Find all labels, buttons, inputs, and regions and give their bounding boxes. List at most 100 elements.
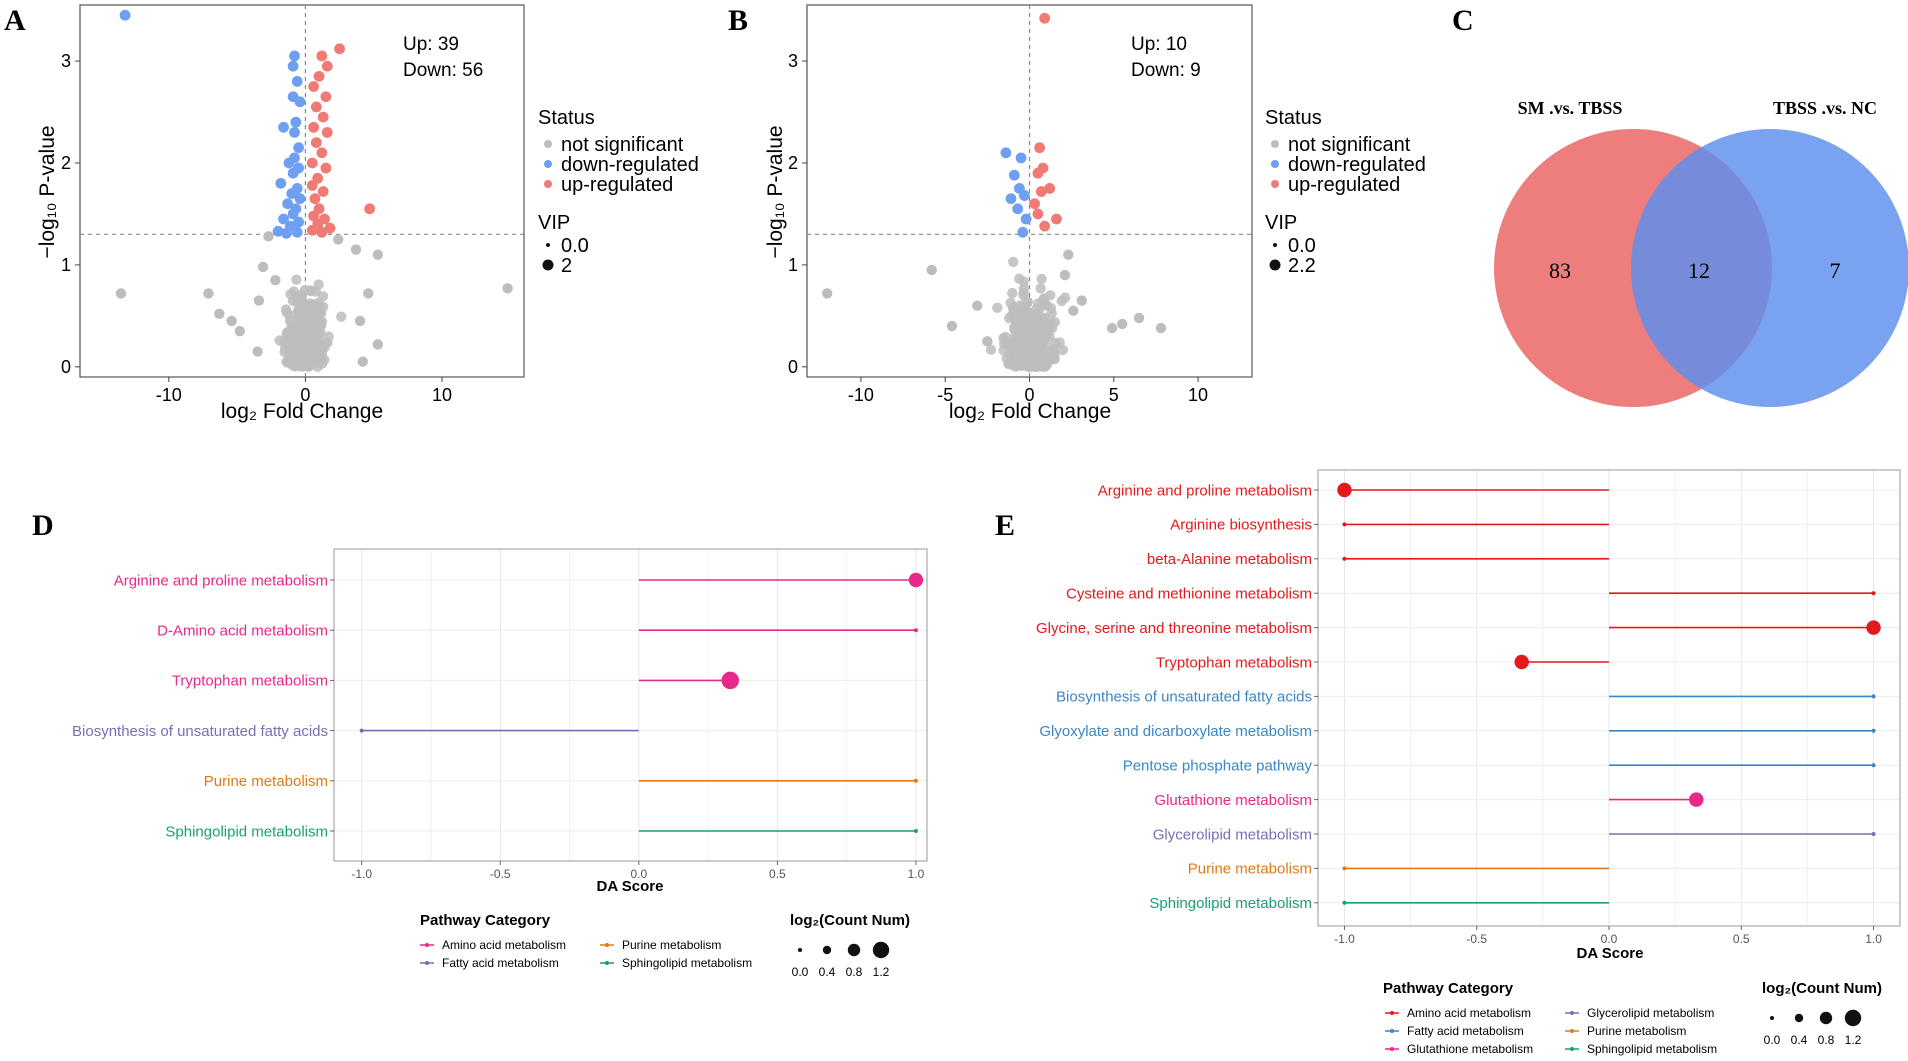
- down-regulated-point: [287, 208, 299, 220]
- x-tick-label: -1.0: [351, 867, 372, 881]
- down-count-annotation: Down: 56: [403, 60, 483, 81]
- legend-size-marker: [798, 948, 802, 952]
- lollipop-head: [913, 778, 918, 783]
- x-axis-label: log₂ Fold Change: [221, 400, 383, 423]
- legend-down-regulated: down-regulated: [1288, 154, 1426, 176]
- lollipop-head: [1871, 694, 1876, 699]
- not-significant-point: [306, 308, 318, 320]
- legend: Pathway Category Amino acid metabolism Pu…: [420, 912, 910, 979]
- pathway-label: Sphingolipid metabolism: [165, 823, 328, 840]
- legend-category-dot: [1390, 1011, 1394, 1015]
- category-legend: Amino acid metabolism Glycerolipid metabo…: [1385, 1006, 1717, 1056]
- down-regulated-point: [280, 227, 292, 239]
- not-significant-point: [287, 329, 298, 341]
- not-significant-point: [972, 300, 983, 311]
- up-regulated-point: [364, 203, 376, 215]
- legend-size-marker: [1794, 1013, 1804, 1023]
- legend-size-value: 0.8: [846, 965, 863, 979]
- not-significant-point: [1009, 312, 1020, 323]
- not-significant-point: [323, 331, 334, 342]
- x-axis-label: DA Score: [1577, 945, 1644, 962]
- not-significant-point: [294, 305, 306, 317]
- panel-letter-b: B: [728, 4, 748, 37]
- not-significant-point: [313, 279, 324, 290]
- legend-category-label: Purine metabolism: [622, 938, 721, 952]
- lollipop-head: [1871, 763, 1876, 768]
- up-regulated-point: [321, 126, 333, 138]
- lollipop-head: [1871, 832, 1876, 836]
- not-significant-point: [115, 288, 127, 299]
- not-significant-point: [294, 346, 305, 357]
- up-regulated-point: [316, 147, 328, 159]
- pathway-label: Purine metabolism: [1188, 861, 1312, 878]
- down-regulated-point: [1017, 226, 1029, 238]
- not-significant-point: [1014, 342, 1026, 354]
- venn-left-title: SM .vs. TBSS: [1518, 98, 1623, 118]
- pathway-label: Biosynthesis of unsaturated fatty acids: [1056, 689, 1312, 706]
- legend-status-title: Status: [1265, 107, 1322, 129]
- lollipop-head: [1866, 620, 1881, 635]
- legend-category-dot: [1570, 1011, 1574, 1015]
- not-significant-point: [1005, 297, 1016, 309]
- legend-category-label: Fatty acid metabolism: [442, 956, 559, 970]
- legend-category-dot: [605, 961, 609, 965]
- not-significant-point: [1014, 273, 1025, 284]
- up-regulated-point: [310, 137, 322, 148]
- legend-size-marker: [1844, 1009, 1862, 1027]
- not-significant-point: [286, 350, 297, 362]
- down-regulated-point: [291, 76, 303, 87]
- y-tick-label: 1: [61, 255, 71, 275]
- panel-letter-a: A: [4, 4, 26, 37]
- up-regulated-point: [324, 222, 336, 234]
- pathway-label: Arginine and proline metabolism: [1098, 482, 1312, 499]
- up-regulated-point: [310, 101, 322, 113]
- down-regulated-point: [119, 9, 131, 21]
- legend-size-marker: [847, 943, 861, 957]
- lollipop-head: [359, 728, 364, 733]
- up-count-annotation: Up: 10: [1131, 34, 1187, 55]
- lollipop-chart-e: Arginine and proline metabolism Arginine …: [1036, 469, 1901, 1056]
- down-regulated-point: [1005, 193, 1017, 205]
- up-regulated-point: [306, 179, 318, 191]
- size-legend: 0.0 0.4 0.8 1.2: [1764, 1009, 1862, 1047]
- down-regulated-point: [286, 188, 298, 199]
- legend-category-label: Fatty acid metabolism: [1407, 1024, 1524, 1038]
- legend-category-label: Amino acid metabolism: [442, 938, 566, 952]
- not-significant-point: [1117, 318, 1128, 330]
- legend-size-marker: [1770, 1016, 1774, 1020]
- legend-status-title: Status: [538, 107, 595, 129]
- not-significant-point: [1032, 349, 1043, 360]
- x-tick-label: 5: [1109, 385, 1119, 405]
- not-significant-point: [982, 336, 993, 347]
- pathway-label: Glutathione metabolism: [1154, 792, 1312, 809]
- legend-size-value: 0.0: [792, 965, 809, 979]
- up-regulated-point: [320, 91, 332, 103]
- legend-size-value: 1.2: [1845, 1033, 1862, 1047]
- not-significant-point: [1041, 356, 1052, 368]
- plot-frame: [333, 548, 928, 862]
- not-significant-point: [1036, 273, 1047, 285]
- not-significant-point: [1133, 312, 1145, 324]
- axis-ticks: -10 0 10 0 1 2 3: [61, 51, 452, 405]
- lollipop-head: [1342, 866, 1347, 871]
- legend-vip-small: [1273, 243, 1277, 247]
- up-regulated-point: [320, 162, 332, 174]
- lollipop-head: [1342, 556, 1347, 561]
- not-significant-point: [263, 231, 274, 242]
- not-significant-point: [1049, 353, 1060, 365]
- up-regulated-point: [1039, 12, 1051, 24]
- x-tick-label: 0.5: [1733, 932, 1750, 946]
- up-regulated-point: [1032, 208, 1044, 220]
- not-significant-point: [257, 261, 269, 273]
- pathway-label: beta-Alanine metabolism: [1147, 551, 1312, 568]
- not-significant-point: [293, 313, 304, 325]
- legend-size-value: 0.0: [1764, 1033, 1781, 1047]
- not-significant-point: [1007, 287, 1018, 299]
- axis-ticks: Arginine and proline metabolism D-Amino a…: [72, 572, 925, 881]
- down-regulated-point: [294, 193, 306, 205]
- legend-category-dot: [425, 961, 429, 965]
- legend-size-title: log₂(Count Num): [1762, 980, 1882, 997]
- pathway-label: Glyoxylate and dicarboxylate metabolism: [1039, 723, 1312, 740]
- pathway-label: Purine metabolism: [204, 773, 328, 790]
- x-tick-label: 1.0: [1865, 932, 1882, 946]
